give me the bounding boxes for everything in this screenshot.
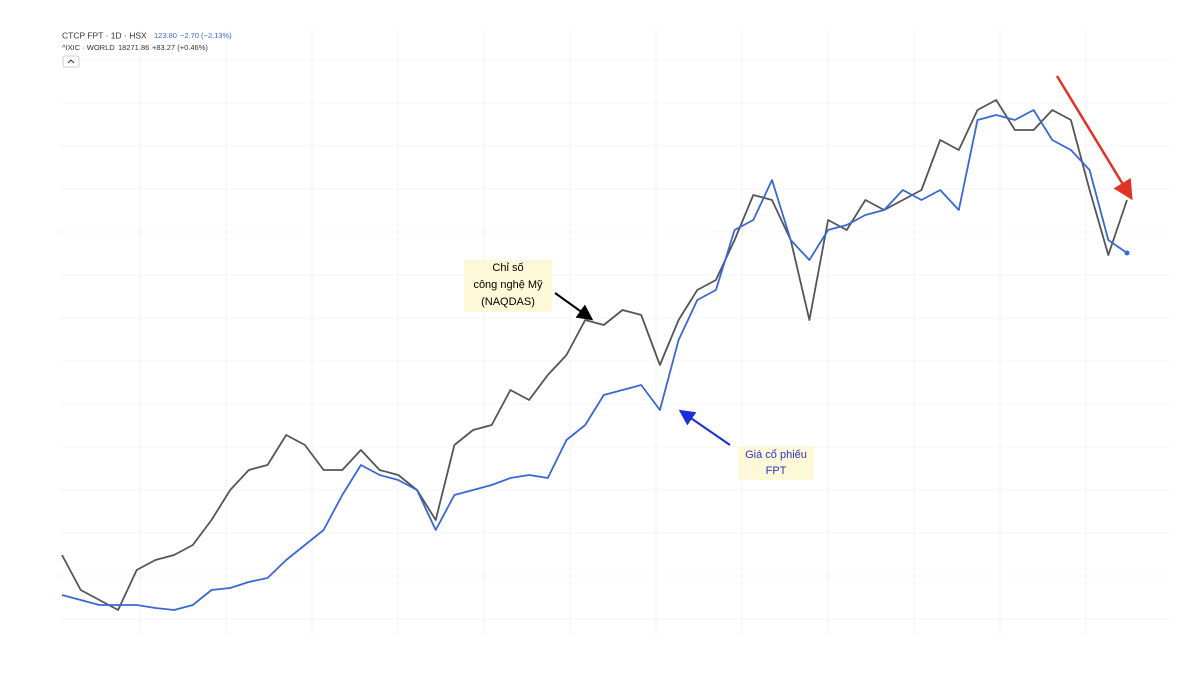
grid — [60, 30, 1170, 635]
series-line — [61, 99, 1128, 611]
symbol: CTCP FPT · 1D · HSX — [62, 30, 147, 40]
annotation-box — [738, 446, 814, 480]
annotation: công nghệ Mỹ — [473, 279, 543, 291]
compare-symbol: ^IXIC · WORLD — [62, 43, 115, 52]
series-line — [61, 109, 1128, 611]
annotation-box — [464, 260, 552, 312]
annotation: Giá cổ phiếu — [745, 449, 807, 461]
annotation: Chỉ số — [492, 262, 523, 274]
arrow — [678, 409, 731, 446]
change: −2.70 (−2.13%) — [180, 31, 232, 40]
compare-price: 18271.86 — [118, 43, 149, 52]
annotation: FPT — [766, 465, 787, 477]
collapse-icon — [67, 59, 75, 64]
collapse-button[interactable] — [62, 55, 80, 68]
annotation: (NAQDAS) — [481, 296, 535, 308]
last-point — [1124, 250, 1130, 256]
arrow — [1055, 75, 1133, 201]
arrow — [554, 292, 594, 321]
price: 123.80 — [154, 31, 177, 40]
compare-change: +83.27 (+0.46%) — [152, 43, 208, 52]
